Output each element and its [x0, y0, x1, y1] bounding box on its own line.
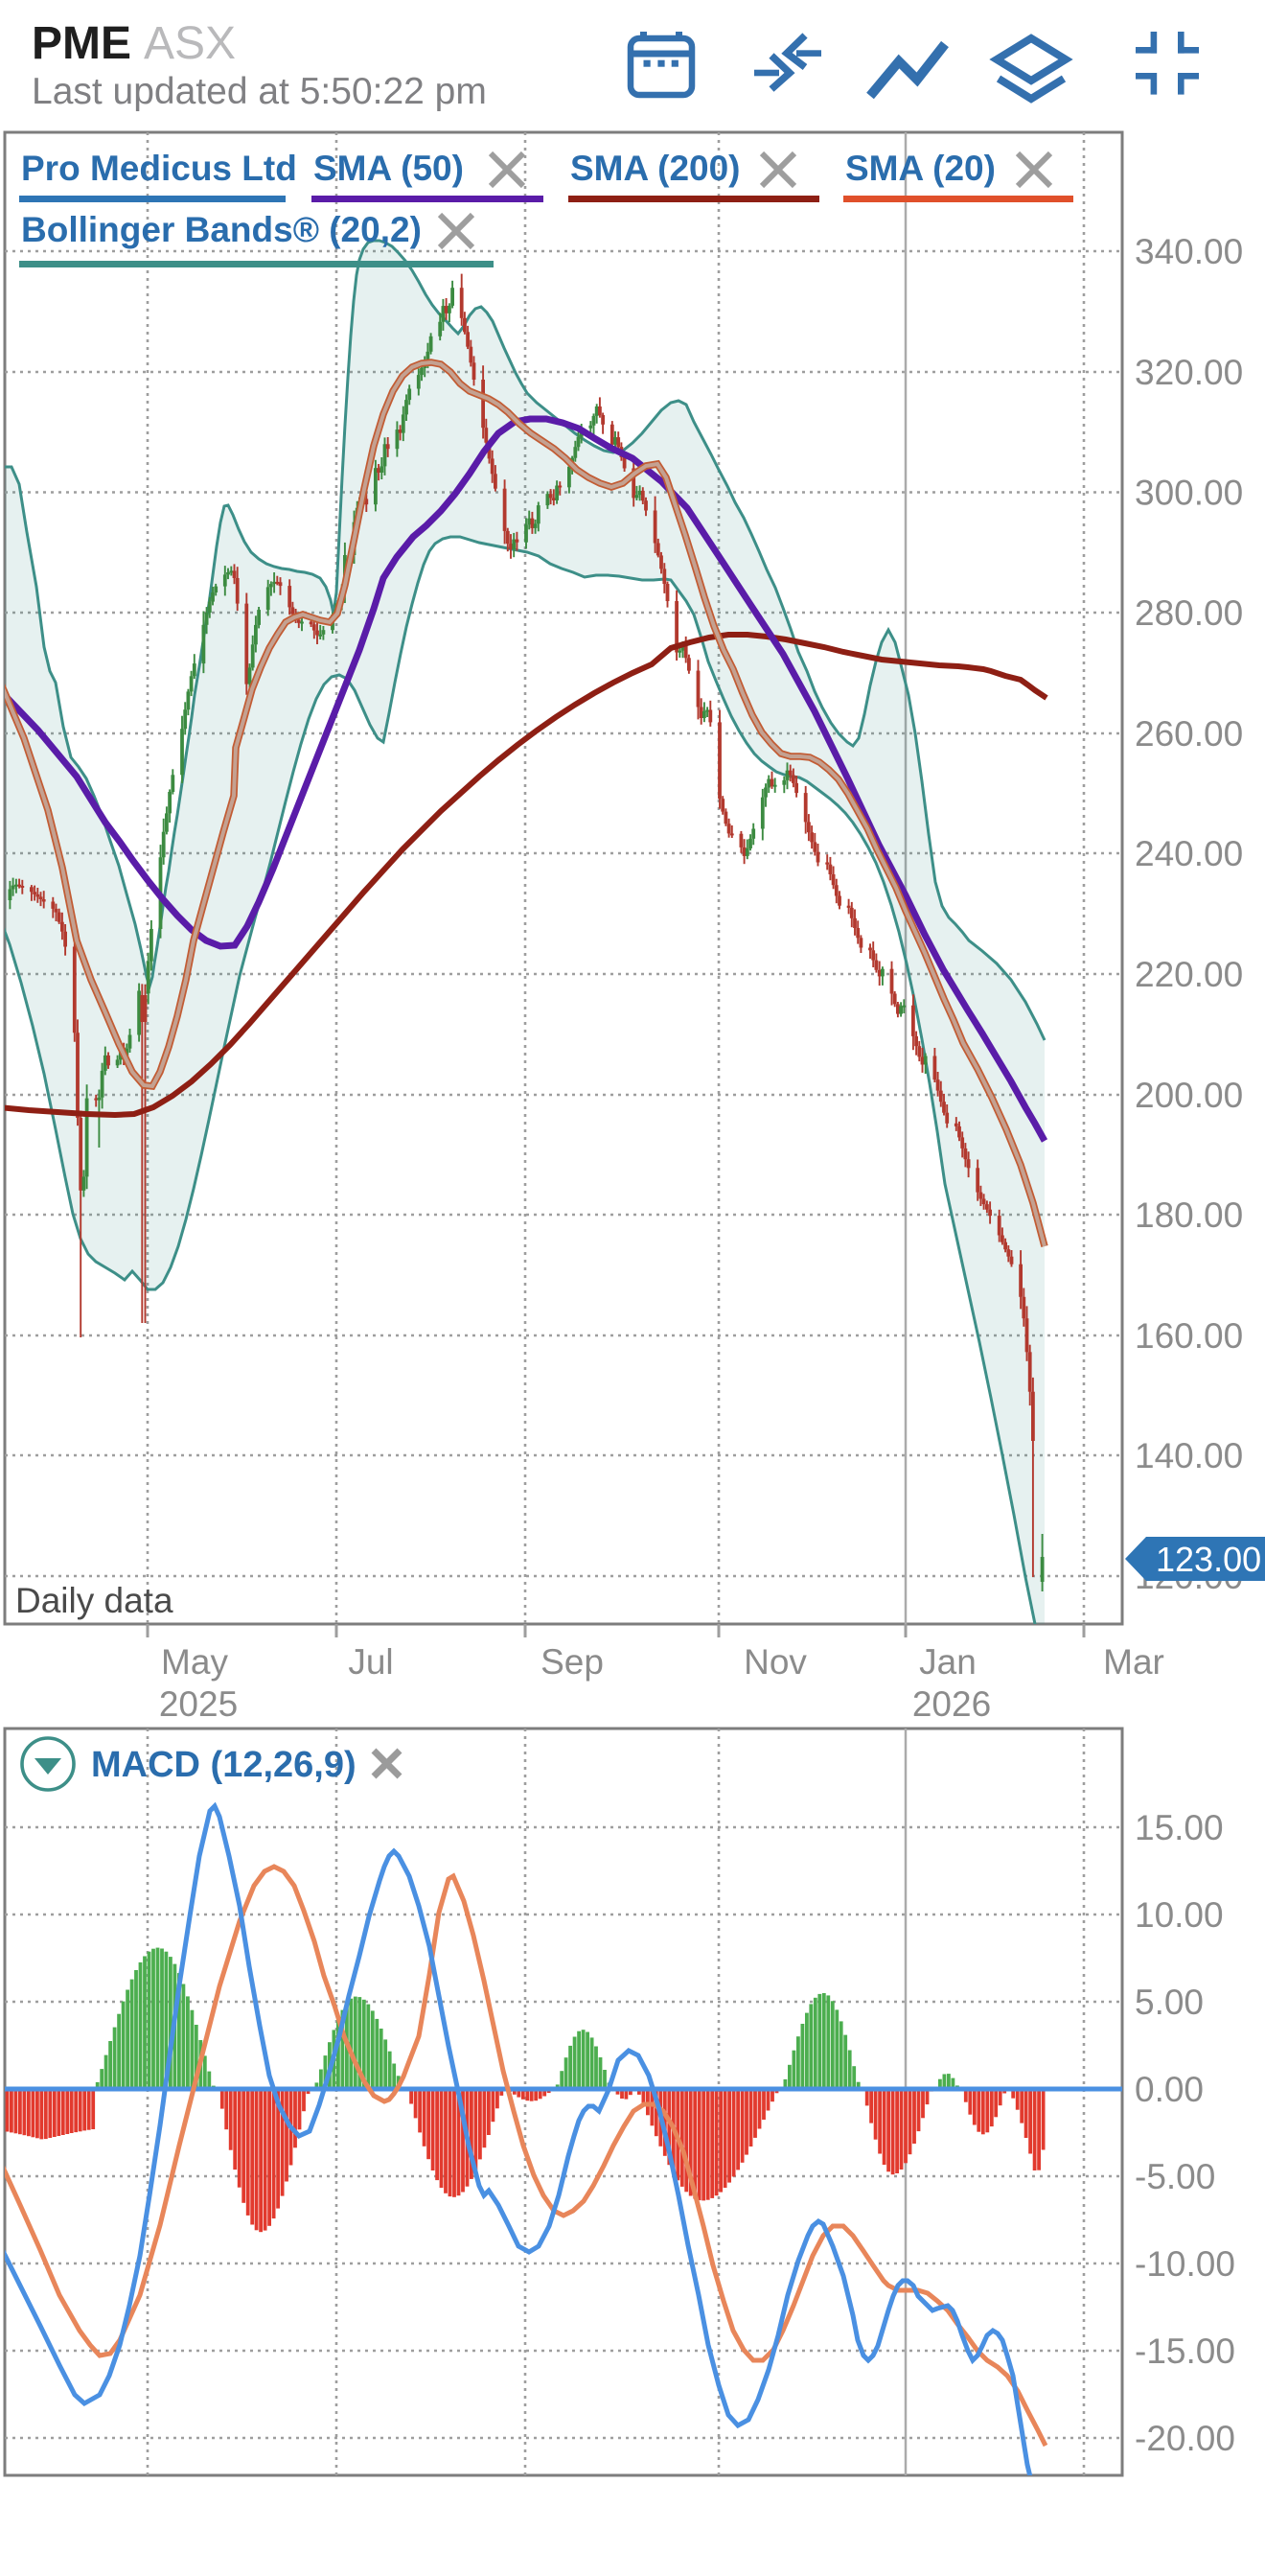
svg-text:240.00: 240.00 [1135, 834, 1243, 873]
svg-text:SMA (20): SMA (20) [845, 149, 996, 188]
svg-text:SMA (50): SMA (50) [313, 149, 464, 188]
svg-text:Mar: Mar [1103, 1642, 1164, 1682]
svg-text:-20.00: -20.00 [1135, 2419, 1235, 2458]
svg-text:15.00: 15.00 [1135, 1808, 1224, 1847]
svg-text:Jan: Jan [919, 1642, 977, 1682]
svg-text:180.00: 180.00 [1135, 1195, 1243, 1235]
svg-text:Pro Medicus Ltd: Pro Medicus Ltd [21, 149, 297, 188]
svg-text:140.00: 140.00 [1135, 1436, 1243, 1475]
svg-text:Nov: Nov [744, 1642, 807, 1682]
svg-text:May: May [161, 1642, 228, 1682]
svg-text:-15.00: -15.00 [1135, 2332, 1235, 2371]
svg-text:2025: 2025 [159, 1684, 238, 1724]
svg-text:320.00: 320.00 [1135, 353, 1243, 392]
svg-text:0.00: 0.00 [1135, 2070, 1204, 2109]
svg-text:340.00: 340.00 [1135, 232, 1243, 271]
svg-text:Last updated at 5:50:22 pm: Last updated at 5:50:22 pm [32, 71, 487, 112]
svg-text:MACD (12,26,9): MACD (12,26,9) [91, 1745, 356, 1785]
svg-text:ASX: ASX [144, 18, 236, 69]
svg-text:Sep: Sep [540, 1642, 604, 1682]
svg-text:-10.00: -10.00 [1135, 2244, 1235, 2284]
svg-text:220.00: 220.00 [1135, 955, 1243, 994]
svg-text:Jul: Jul [348, 1642, 393, 1682]
svg-text:260.00: 260.00 [1135, 714, 1243, 754]
svg-text:SMA (200): SMA (200) [570, 149, 741, 188]
svg-text:Bollinger Bands® (20,2): Bollinger Bands® (20,2) [21, 210, 422, 249]
svg-text:-5.00: -5.00 [1135, 2157, 1215, 2196]
svg-text:123.00: 123.00 [1156, 1540, 1261, 1579]
svg-text:160.00: 160.00 [1135, 1316, 1243, 1356]
svg-text:280.00: 280.00 [1135, 593, 1243, 633]
svg-text:300.00: 300.00 [1135, 474, 1243, 513]
svg-text:Daily data: Daily data [15, 1581, 173, 1620]
svg-text:2026: 2026 [912, 1684, 991, 1724]
svg-text:PME: PME [32, 18, 131, 69]
svg-text:10.00: 10.00 [1135, 1895, 1224, 1935]
svg-text:200.00: 200.00 [1135, 1076, 1243, 1115]
svg-text:5.00: 5.00 [1135, 1983, 1204, 2022]
